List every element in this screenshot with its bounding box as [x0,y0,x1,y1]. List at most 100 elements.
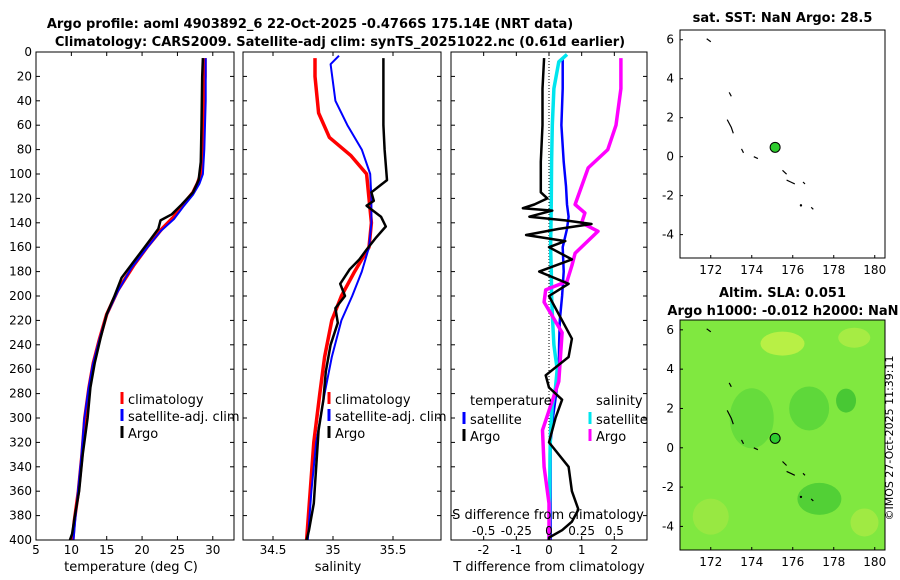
sla-map-panel: 172 174 176 178 180 -4 -2 0 2 4 6 Altim. SLA: 0.051… [662,286,899,569]
temperature-legend-label: Argo [128,427,158,442]
difference-series-t-argo [521,58,593,540]
difference-profile-panel: -2 -1 0 1 2 T difference from climatology temp… [450,51,648,575]
sla_map-argo-marker [769,432,781,444]
figure-title-line1: Argo profile: aoml 4903892_6 22-Oct-2025… [47,17,573,32]
sst_map-xtick-label: 176 [781,263,804,277]
temperature-ytick-label: 80 [17,143,32,157]
temperature-series-group [68,58,207,540]
sst_map-island [740,148,745,154]
sla-anomaly-patch [838,327,871,348]
difference-top-xtick-label: -0.5 [472,524,495,538]
sla_map-island [810,498,814,502]
difference-legend-salinity-title: salinity [596,394,643,409]
salinity-legend-label: Argo [335,427,365,442]
difference-xtick-label: 1 [578,543,586,557]
sst_map-island [810,206,814,210]
difference-xtick-label: 0 [545,543,553,557]
sla-anomaly-patch [850,508,879,537]
difference-xtick-label: -1 [510,543,522,557]
temperature-xtick-label: 10 [64,543,79,557]
temperature-axes-frame [35,51,235,541]
salinity-series-group [304,54,389,540]
difference-series-s-argo [540,58,623,540]
sla_map-island [726,410,734,425]
temperature-ytick-label: 160 [9,240,32,254]
temperature-xtick-label: 25 [170,543,185,557]
salinity-xtick-label: 35 [325,543,340,557]
sst_map-argo-marker [769,141,781,153]
temperature-ytick-label: 300 [9,411,32,425]
difference-top-xlabel: S difference from climatology [452,508,644,523]
difference-legend-salinity-label: Argo [596,430,626,445]
sst_map-ytick-label: 0 [666,150,674,164]
sst_map-xtick-label: 172 [699,263,722,277]
salinity-xtick-label: 34.5 [260,543,287,557]
sla-anomaly-patch [760,331,805,356]
salinity-xlabel: salinity [315,560,362,575]
sla-anomaly-patch [836,388,857,413]
difference-legend-temperature-title: temperature [470,394,552,409]
difference-top-xtick-label: -0.25 [501,524,532,538]
temperature-profile-panel: 0 20 40 60 80 100 120 140 160 180 200 220 240 260 280 3… [9,45,240,575]
sla_map-island [753,447,759,451]
sla_map-island [740,439,745,445]
sst_map-ytick-label: -4 [662,228,674,242]
temperature-series-climatology [71,58,207,540]
temperature-ytick-label: 260 [9,362,32,376]
sla_map-xtick-label: 178 [822,555,845,569]
salinity-profile-panel: 34.5 35 35.5 salinity climatology satellite-a… [242,51,447,575]
sst_map-axes-frame [679,29,886,259]
temperature-legend-label: satellite-adj. clim [128,410,240,425]
sst_map-island [802,181,806,185]
temperature-ytick-label: 60 [17,118,32,132]
difference-legend-temperature-label: Argo [470,430,500,445]
sla_map-island [706,328,712,333]
sla_map-ytick-label: -2 [662,480,674,494]
sla_map-island [728,382,732,388]
sla-anomaly-patch [692,498,729,535]
difference-legend-temperature-label: satellite [470,413,522,428]
sst_map-ytick-label: -2 [662,189,674,203]
difference-series-s-satellite [547,53,569,540]
temperature-ytick-label: 200 [9,289,32,303]
sla_map-ytick-label: 6 [666,323,674,337]
temperature-xtick-label: 15 [99,543,114,557]
temperature-ytick-label: 0 [24,45,32,59]
temperature-ytick-label: 120 [9,191,32,205]
temperature-xlabel: temperature (deg C) [64,560,198,575]
difference-xtick-label: -2 [478,543,490,557]
temperature-ytick-label: 340 [9,460,32,474]
temperature-ytick-label: 320 [9,435,32,449]
sla-anomaly-patch [729,388,774,449]
sst_map-xtick-label: 180 [863,263,886,277]
sla_map-island [782,461,788,466]
difference-top-xtick-label: 0.5 [605,524,624,538]
sla_map-ytick-label: 0 [666,441,674,455]
temperature-ytick-label: 20 [17,69,32,83]
sla_map-ytick-label: -4 [662,519,674,533]
temperature-ytick-label: 380 [9,509,32,523]
salinity-axes-frame [242,51,442,541]
sla-anomaly-patch [789,386,830,431]
temperature-ytick-label: 400 [9,533,32,547]
temperature-ytick-label: 280 [9,387,32,401]
sla_map-xtick-label: 176 [781,555,804,569]
difference-xlabel: T difference from climatology [452,560,645,575]
sst_map-title: sat. SST: NaN Argo: 28.5 [693,11,873,26]
temperature-ytick-label: 360 [9,484,32,498]
sst_map-ytick-label: 6 [666,33,674,47]
sst_map-island [799,204,803,207]
sla_map-island [786,470,796,476]
temperature-ytick-label: 220 [9,313,32,327]
sst_map-xtick-label: 178 [822,263,845,277]
salinity-series-argo [305,58,389,540]
sst_map-island [753,156,759,160]
temperature-ytick-label: 40 [17,94,32,108]
difference-xtick-label: 2 [611,543,619,557]
figure-title-line2: Climatology: CARS2009. Satellite-adj cli… [55,35,625,50]
temperature-ytick-label: 240 [9,338,32,352]
difference-top-xtick-label: 0 [545,524,553,538]
sla_map-axes-frame [679,319,886,551]
temperature-ytick-label: 100 [9,167,32,181]
sla_map-title: Altim. SLA: 0.051 [719,286,846,301]
